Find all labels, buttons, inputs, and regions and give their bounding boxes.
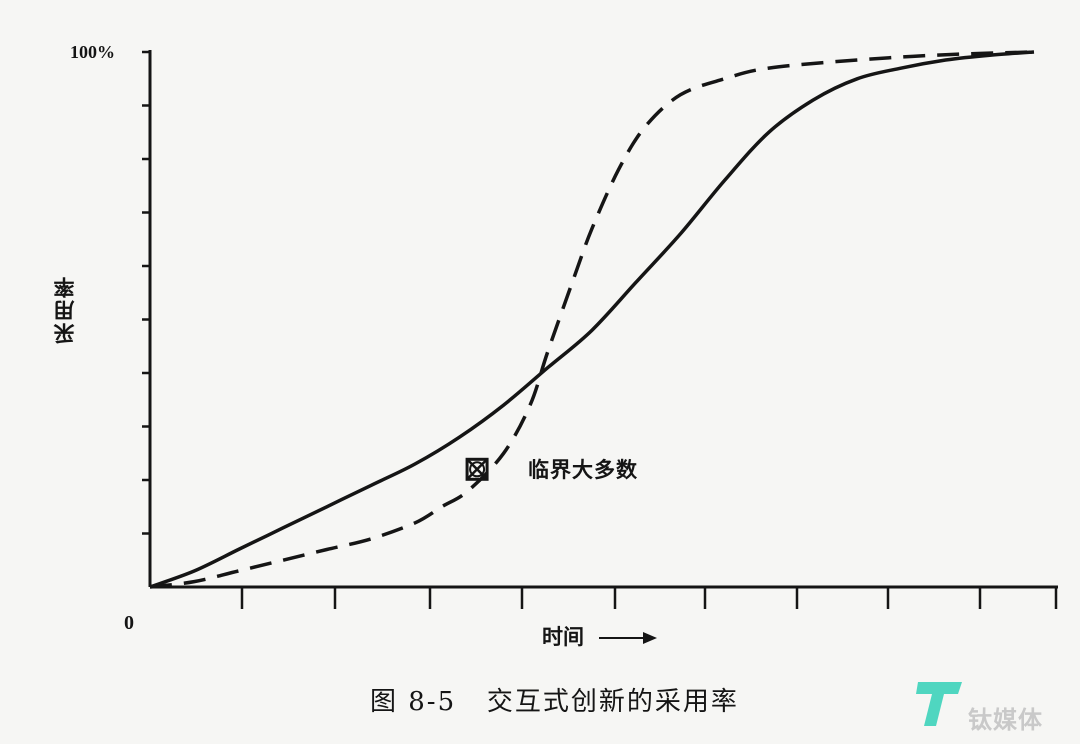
- series-line-solid: [149, 50, 1035, 589]
- tmt-logo-icon: [916, 682, 962, 726]
- series-lines: [149, 50, 1035, 589]
- y-axis-label: 采用率: [53, 275, 77, 345]
- watermark: 钛媒体: [914, 672, 1064, 734]
- origin-label: 0: [124, 612, 134, 634]
- right-arrow-icon: [599, 632, 658, 644]
- series-line-dashed: [149, 50, 1035, 589]
- x-axis-label: 时间: [542, 621, 659, 651]
- watermark-text: 钛媒体: [968, 706, 1043, 734]
- ticks: [142, 50, 1058, 609]
- critical-mass-label: 临界大多数: [528, 458, 638, 482]
- x-axis-label-text: 时间: [542, 625, 584, 649]
- marker-cross-b: [467, 459, 487, 480]
- marker-box: [465, 457, 489, 481]
- figure-caption: 图 8-5 交互式创新的采用率: [370, 687, 739, 717]
- critical-mass-marker: [465, 457, 489, 481]
- y-tick-label-100: 100%: [70, 42, 115, 62]
- marker-circle: [469, 461, 486, 478]
